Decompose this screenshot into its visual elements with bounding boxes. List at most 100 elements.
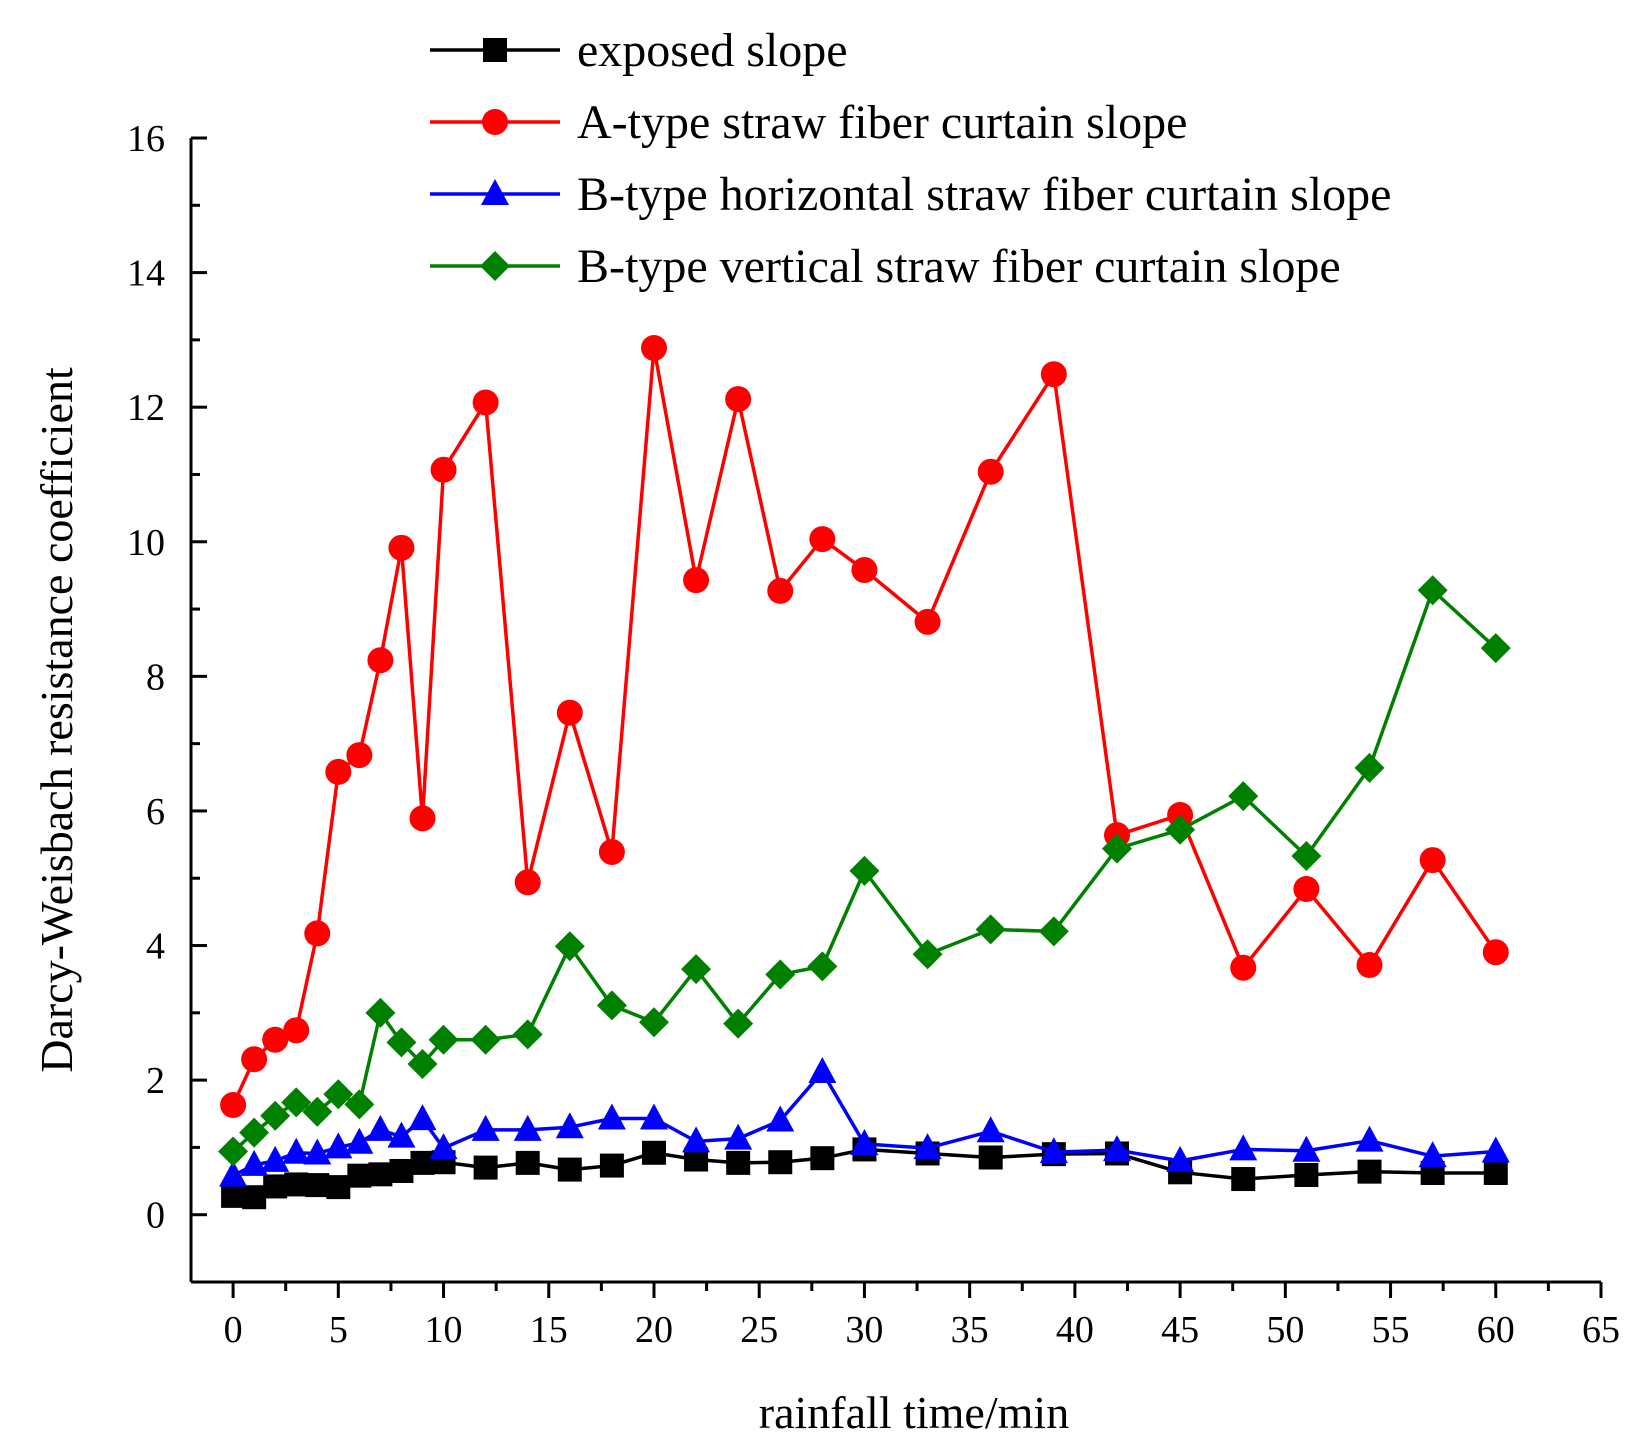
data-point [724, 1123, 753, 1150]
data-point [1355, 1125, 1384, 1152]
data-point [1166, 1145, 1195, 1172]
y-tick-label: 8 [146, 656, 165, 698]
data-point [221, 1183, 246, 1208]
data-point [326, 1175, 351, 1200]
data-point [1293, 876, 1320, 903]
series-3 [219, 1057, 1510, 1187]
data-point [682, 1126, 711, 1153]
data-point [1229, 1134, 1258, 1161]
x-tick-label: 60 [1477, 1309, 1515, 1351]
x-tick-label: 5 [329, 1309, 348, 1351]
legend-marker [482, 109, 508, 135]
data-point [808, 1057, 837, 1084]
data-point [1483, 1160, 1508, 1185]
y-tick-label: 4 [146, 926, 165, 968]
data-point [514, 869, 541, 896]
legend-entry: exposed slope [430, 24, 848, 77]
data-point [303, 1138, 332, 1165]
data-point [599, 1153, 624, 1178]
data-point [556, 699, 583, 726]
data-point [219, 1160, 248, 1187]
data-point [365, 997, 396, 1028]
data-point [1228, 781, 1259, 812]
data-point [1040, 361, 1067, 388]
y-axis-title: Darcy-Weisbach resistance coefficient [31, 367, 82, 1073]
data-point [598, 838, 625, 865]
x-tick-label: 20 [635, 1309, 673, 1351]
data-point [726, 1150, 751, 1175]
data-point [302, 1096, 333, 1127]
data-point [262, 1026, 289, 1053]
data-point [323, 1079, 354, 1110]
x-axis-title: rainfall time/min [759, 1387, 1069, 1438]
data-point [1291, 841, 1322, 872]
legend-label: A-type straw fiber curtain slope [577, 96, 1187, 149]
data-point [913, 1133, 942, 1160]
data-point [641, 1140, 666, 1165]
data-point [513, 1114, 542, 1141]
data-point [725, 386, 752, 413]
series-layer [218, 334, 1511, 1210]
x-tick-label: 65 [1582, 1309, 1620, 1351]
data-point [767, 577, 794, 604]
data-point [283, 1017, 310, 1044]
legend-entry: A-type straw fiber curtain slope [430, 96, 1187, 149]
data-point [914, 608, 941, 635]
data-point [260, 1100, 291, 1131]
data-point [1230, 954, 1257, 981]
data-point [263, 1174, 288, 1199]
y-tick-label: 16 [127, 118, 165, 160]
data-point [220, 1092, 247, 1119]
data-point [387, 1121, 416, 1148]
y-tick-label: 2 [146, 1060, 165, 1102]
data-point [512, 1019, 543, 1050]
x-tick-label: 50 [1266, 1309, 1304, 1351]
data-point [1356, 952, 1383, 979]
legend-marker [481, 179, 509, 205]
data-point [473, 1155, 498, 1180]
data-point [429, 1133, 458, 1160]
data-point [1418, 1141, 1447, 1168]
data-point [366, 1114, 395, 1141]
data-point [912, 939, 943, 970]
data-point [325, 758, 352, 785]
x-tick-label: 0 [224, 1309, 243, 1351]
legend: exposed slope A-type straw fiber curtain … [430, 24, 1391, 293]
data-point [410, 1150, 435, 1175]
data-point [304, 920, 331, 947]
data-point [218, 1136, 249, 1167]
data-point [281, 1087, 312, 1118]
data-point [430, 456, 457, 483]
data-point [368, 1162, 393, 1187]
data-point [347, 1163, 372, 1188]
legend-entry: B-type vertical straw fiber curtain slop… [430, 240, 1341, 293]
data-point [768, 1150, 793, 1175]
legend-label: B-type horizontal straw fiber curtain sl… [577, 168, 1391, 221]
x-tick-label: 25 [740, 1309, 778, 1351]
legend-label: exposed slope [577, 24, 848, 77]
data-point [1038, 916, 1069, 947]
y-tick-label: 6 [146, 791, 165, 833]
data-point [975, 914, 1006, 945]
data-point [367, 647, 394, 674]
series-4 [218, 575, 1511, 1167]
data-point [681, 954, 712, 985]
data-point [1102, 1135, 1131, 1162]
data-point [324, 1132, 353, 1159]
legend-marker [480, 251, 510, 281]
y-tick-label: 0 [146, 1195, 165, 1237]
data-point [1292, 1135, 1321, 1162]
data-point [766, 1105, 795, 1132]
data-point [1039, 1137, 1068, 1164]
data-point [305, 1173, 330, 1198]
data-point [240, 1149, 269, 1176]
data-point [557, 1157, 582, 1182]
y-tick-label: 12 [127, 387, 165, 429]
data-point [261, 1145, 290, 1172]
data-point [284, 1172, 309, 1197]
data-point [638, 1007, 669, 1038]
data-point [849, 855, 880, 886]
data-point [640, 334, 667, 361]
data-point [471, 1114, 500, 1141]
